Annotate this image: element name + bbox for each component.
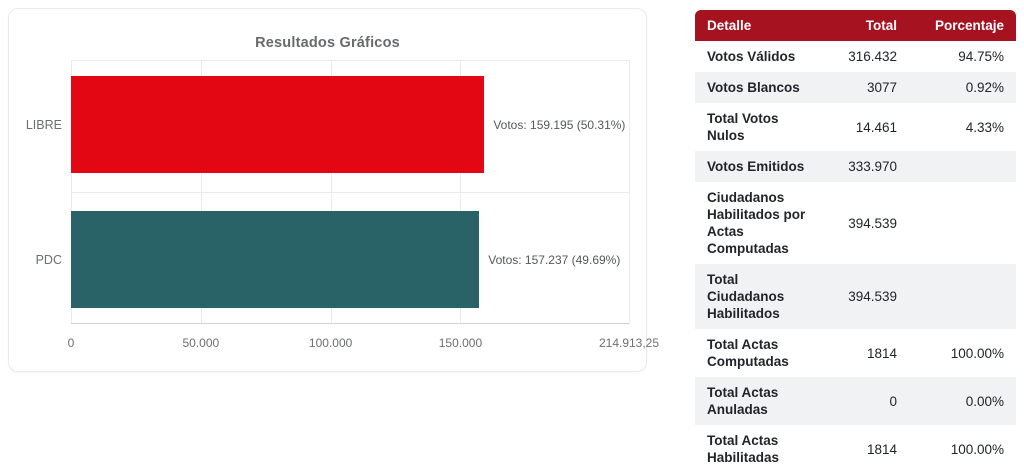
cell-detalle: Votos Blancos [707, 80, 800, 95]
table-header-porcentaje: Porcentaje [934, 18, 1004, 33]
bar-pdc [71, 211, 480, 308]
cell-porcentaje: 94.75% [958, 49, 1004, 64]
cell-detalle: Ciudadanos Habilitados por Actas Computa… [707, 190, 806, 256]
chart-card: Resultados Gráficos Votos: 159.195 (50.3… [8, 8, 659, 372]
bar-chart-plot: Votos: 159.195 (50.31%) Votos: 157.237 (4… [26, 60, 659, 350]
category-separator-gridline [71, 192, 629, 193]
cell-total: 0 [889, 393, 897, 409]
table-header-row: Detalle Total Porcentaje [695, 10, 1016, 41]
cell-total: 316.432 [848, 49, 897, 64]
table-header-total: Total [865, 18, 897, 33]
x-axis-line [71, 323, 629, 324]
table-row: Votos Blancos 3077 0.92% [695, 72, 1016, 103]
cell-total: 3077 [866, 80, 897, 95]
table-row: Total Actas Anuladas 0 0.00% [695, 377, 1016, 425]
table-row: Votos Válidos 316.432 94.75% [695, 41, 1016, 72]
cell-total: 333.970 [848, 159, 897, 174]
cell-total: 1814 [866, 345, 897, 361]
category-label-pdc: PDC [35, 252, 62, 267]
x-tick-label: 0 [67, 336, 75, 350]
cell-total: 394.539 [848, 289, 897, 304]
table-row: Total Actas Computadas 1814 100.00% [695, 329, 1016, 377]
cell-detalle: Total Actas Computadas [707, 337, 789, 369]
x-tick-label: 214.913,25 [598, 336, 660, 350]
results-table: Detalle Total Porcentaje Votos Válidos 31… [695, 10, 1016, 471]
table-row: Total Actas Habilitadas 1814 100.00% [695, 425, 1016, 471]
table-row: Votos Emitidos 333.970 [695, 151, 1016, 182]
x-tick-label: 100.000 [308, 336, 353, 350]
table-row: Total Votos Nulos 14.461 4.33% [695, 103, 1016, 151]
cell-total: 14.461 [855, 119, 897, 135]
bar-value-label: Votos: 157.237 (49.69%) [488, 252, 621, 267]
table-body: Votos Válidos 316.432 94.75% Votos Blancos 3… [695, 41, 1016, 471]
cell-porcentaje [909, 151, 1016, 182]
category-label-libre: LIBRE [25, 117, 62, 132]
bar-value-label: Votos: 159.195 (50.31%) [493, 117, 626, 132]
cell-total: 1814 [866, 441, 897, 457]
x-tick-label: 150.000 [438, 336, 483, 350]
plot-top-border [71, 60, 629, 61]
cell-porcentaje: 4.33% [965, 119, 1004, 135]
cell-porcentaje [909, 182, 1016, 264]
cell-detalle: Votos Válidos [707, 49, 796, 64]
chart-title: Resultados Gráficos [255, 35, 400, 51]
cell-porcentaje: 0.00% [965, 393, 1004, 409]
cell-porcentaje: 0.92% [965, 80, 1004, 95]
table-row: Ciudadanos Habilitados por Actas Computa… [695, 182, 1016, 264]
cell-total: 394.539 [848, 215, 897, 231]
gridline [629, 60, 630, 324]
x-tick-label: 50.000 [182, 336, 220, 350]
bar-libre [71, 76, 485, 173]
cell-detalle: Votos Emitidos [707, 159, 805, 174]
cell-porcentaje [909, 264, 1016, 329]
cell-detalle: Total Actas Anuladas [707, 385, 779, 417]
table-header-detalle: Detalle [707, 18, 752, 33]
cell-porcentaje: 100.00% [950, 345, 1004, 361]
cell-detalle: Total Votos Nulos [707, 111, 779, 143]
cell-porcentaje: 100.00% [950, 441, 1004, 457]
cell-detalle: Total Actas Habilitadas [707, 433, 780, 465]
table-row: Total Ciudadanos Habilitados 394.539 [695, 264, 1016, 329]
cell-detalle: Total Ciudadanos Habilitados [707, 272, 785, 321]
